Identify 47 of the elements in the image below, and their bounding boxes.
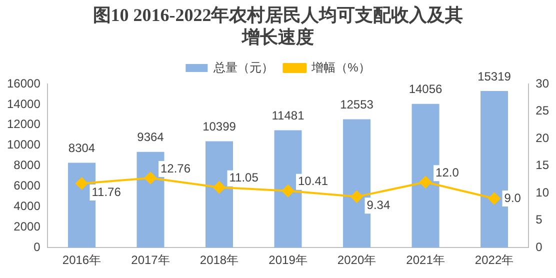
- y-tick-label: 16000: [6, 76, 41, 90]
- y-tick-label: 12000: [6, 117, 41, 132]
- legend-label: 增幅（%）: [310, 60, 370, 74]
- point: [420, 176, 432, 188]
- data-label: 11.76: [92, 184, 122, 199]
- y2-tick-label: 15: [536, 158, 550, 172]
- data-label: 12553: [340, 98, 374, 112]
- y-tick-label: 10000: [6, 138, 41, 152]
- data-label: 9364: [137, 130, 164, 144]
- y2-tick-label: 10: [536, 185, 550, 200]
- data-label: 12.76: [160, 161, 191, 176]
- data-label: 15319: [478, 69, 512, 84]
- data-label: 10.41: [298, 174, 328, 188]
- data-label: 10399: [202, 120, 236, 134]
- y-tick-label: 4000: [14, 199, 41, 214]
- y2-tick-label: 20: [536, 130, 550, 145]
- y2-tick-label: 30: [536, 76, 550, 90]
- legend-label: 总量（元）: [212, 60, 274, 74]
- point: [488, 192, 500, 205]
- x-tick-label: 2018年: [200, 253, 239, 268]
- y-tick-label: 8000: [14, 158, 41, 172]
- data-label: 8304: [68, 141, 96, 156]
- x-tick-label: 2020年: [337, 253, 376, 268]
- point: [76, 177, 88, 190]
- data-label: 14056: [408, 82, 443, 96]
- data-label: 9.34: [366, 198, 390, 212]
- x-tick-label: 2019年: [268, 253, 308, 268]
- y-tick-label: 0: [34, 240, 41, 254]
- data-label: 9.0: [504, 190, 522, 205]
- x-tick-label: 2016年: [62, 253, 102, 268]
- chart-title: 图10 2016-2022年农村居民人均可支配收入及其增长速度: [92, 4, 464, 49]
- data-label: 11481: [272, 108, 305, 123]
- y-tick-label: 14000: [6, 96, 41, 111]
- point: [282, 184, 294, 197]
- x-tick-label: 2017年: [131, 253, 170, 268]
- y2-tick-label: 5: [536, 212, 543, 227]
- y2-tick-label: 25: [536, 104, 550, 118]
- data-label: 12.0: [436, 165, 460, 180]
- y-tick-label: 2000: [14, 219, 41, 234]
- x-tick-label: 2021年: [406, 253, 445, 268]
- point: [350, 190, 363, 203]
- x-tick-label: 2022年: [474, 253, 514, 268]
- data-label: 11.05: [229, 170, 259, 185]
- point: [213, 181, 226, 194]
- y2-tick-label: 0: [536, 240, 543, 254]
- point: [144, 172, 156, 184]
- y-tick-label: 6000: [14, 178, 41, 193]
